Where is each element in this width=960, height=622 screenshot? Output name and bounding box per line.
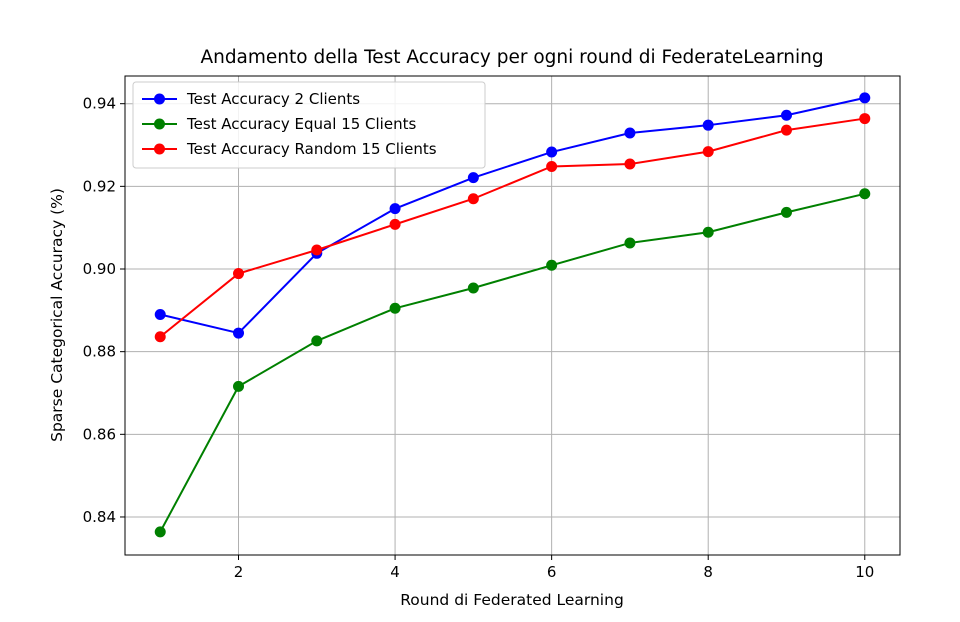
data-point [780,109,792,121]
x-tick-label: 2 [234,563,244,581]
legend: Test Accuracy 2 Clients Test Accuracy Equ… [132,81,486,169]
legend-marker [154,93,165,105]
data-point [467,282,479,294]
data-point [233,327,245,339]
data-point [154,331,166,343]
legend-label: Test Accuracy Equal 15 Clients [186,115,416,133]
data-point [467,172,479,184]
data-point [389,218,401,230]
data-point [624,237,636,249]
data-point [624,158,636,170]
data-point [702,146,714,158]
data-point [154,308,166,320]
series-line [159,117,865,338]
data-point [859,113,871,125]
data-point [233,268,245,280]
data-point [546,259,558,271]
legend-entry: Test Accuracy Equal 15 Clients [142,115,416,133]
data-point [546,146,558,158]
data-point [780,124,792,136]
data-point [233,380,245,392]
y-tick-label: 0.84 [83,508,116,526]
legend-marker [154,143,165,155]
x-tick-label: 8 [703,563,713,581]
legend-entry: Test Accuracy 2 Clients [142,90,360,108]
x-tick-label: 4 [390,563,400,581]
data-point [780,206,792,218]
legend-entries: Test Accuracy 2 Clients Test Accuracy Equ… [142,90,437,158]
chart-title: Andamento della Test Accuracy per ogni r… [200,47,823,68]
y-tick-label: 0.86 [83,425,116,443]
series-lines [154,92,871,538]
y-tick-label: 0.90 [83,260,116,278]
data-point [389,302,401,314]
series-line [159,96,865,335]
legend-box [132,81,486,169]
data-point [311,244,323,256]
plot-frame [124,75,901,556]
data-point [624,127,636,139]
data-point [311,335,323,347]
y-tick-label: 0.92 [83,177,116,195]
data-point [859,92,871,104]
data-point [467,193,479,205]
data-point [859,188,871,200]
legend-label: Test Accuracy Random 15 Clients [186,140,437,158]
y-axis-label: Sparse Categorical Accuracy (%) [48,188,66,442]
x-tick-label: 6 [547,563,557,581]
data-point [389,203,401,215]
x-axis-ticks: 2 4 6 8 10 [234,555,874,581]
legend-label: Test Accuracy 2 Clients [186,90,360,108]
series-line [159,192,866,533]
data-point [546,161,558,173]
x-axis-label: Round di Federated Learning [400,591,624,609]
y-tick-label: 0.94 [83,95,116,113]
grid [125,76,900,555]
data-point [702,119,714,131]
data-point [702,226,714,238]
legend-marker [154,118,165,130]
y-axis-ticks: 0.84 0.86 0.88 0.90 0.92 0.94 [83,95,125,526]
data-point [154,526,166,538]
y-tick-label: 0.88 [83,343,116,361]
x-tick-label: 10 [855,563,874,581]
legend-entry: Test Accuracy Random 15 Clients [142,140,437,158]
series-3 [154,113,871,343]
series-2 [154,188,871,538]
